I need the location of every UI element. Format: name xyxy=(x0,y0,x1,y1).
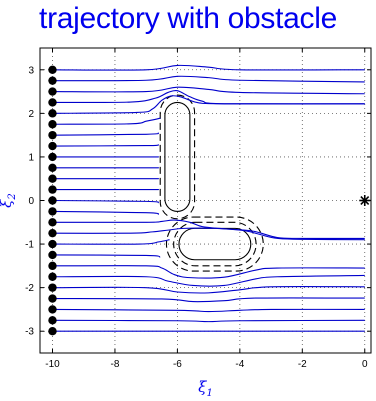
trajectory-line xyxy=(52,89,365,105)
y-tick-label: 3 xyxy=(28,65,34,76)
y-tick-label: -2 xyxy=(25,283,34,294)
start-point-marker xyxy=(48,76,57,85)
y-tick-label: 0 xyxy=(28,196,34,207)
trajectory-line xyxy=(52,254,161,258)
start-point-marker xyxy=(48,185,57,194)
x-tick-label: -10 xyxy=(45,359,60,370)
x-tick-label: -6 xyxy=(173,359,182,370)
start-point-marker xyxy=(48,250,57,260)
start-point-marker xyxy=(48,120,57,129)
start-point-marker xyxy=(48,239,57,249)
target-asterisk-stroke xyxy=(360,196,370,205)
start-point-marker xyxy=(48,207,57,216)
y-axis-label: ξ2 xyxy=(0,193,18,208)
start-point-marker xyxy=(48,272,57,281)
start-point-marker xyxy=(48,152,57,162)
y-tick-label: 1 xyxy=(28,152,34,163)
start-point-marker xyxy=(48,283,57,292)
trajectory-line xyxy=(52,117,161,125)
x-tick-label: -8 xyxy=(110,359,119,370)
x-tick-label: 0 xyxy=(362,359,368,370)
obstacle-boundary xyxy=(164,101,191,212)
start-point-marker xyxy=(48,130,57,140)
obstacles xyxy=(159,94,264,272)
y-tick-label: -3 xyxy=(25,327,34,338)
obstacle-boundary xyxy=(159,94,196,220)
y-tick-label: 2 xyxy=(28,109,34,120)
trajectory-line xyxy=(52,64,365,71)
trajectory-line xyxy=(52,239,170,245)
trajectory-line xyxy=(52,285,365,294)
x-tick-label: -2 xyxy=(298,359,307,370)
trajectory-line xyxy=(52,199,160,204)
y-axis-label-symbol: ξ xyxy=(0,199,15,208)
obstacle-boundary xyxy=(165,216,264,272)
trajectory-line xyxy=(52,227,365,241)
trajectory-line xyxy=(52,95,365,114)
y-tick-label: -1 xyxy=(25,240,34,251)
trajectory-line xyxy=(52,144,160,147)
start-point-marker xyxy=(48,228,57,238)
start-point-marker xyxy=(48,196,57,205)
start-point-marker xyxy=(48,174,57,183)
trajectory-line xyxy=(52,86,365,95)
start-point-marker xyxy=(48,261,57,271)
start-point-marker xyxy=(48,218,57,227)
start-markers xyxy=(48,65,371,336)
target-point-marker xyxy=(359,195,371,206)
start-point-marker xyxy=(48,109,57,118)
start-point-marker xyxy=(48,327,57,336)
trajectory-line xyxy=(52,319,365,323)
start-point-marker xyxy=(48,305,57,314)
trajectory-line xyxy=(52,297,365,303)
trajectory-line xyxy=(52,265,365,279)
trajectory-line xyxy=(52,132,160,136)
chart-title: trajectory with obstacle xyxy=(39,2,337,35)
obstacle-boundary xyxy=(173,221,257,267)
start-point-marker xyxy=(48,141,57,151)
start-point-marker xyxy=(48,65,57,74)
trajectory-line xyxy=(52,274,365,287)
trajectory-line xyxy=(52,219,365,240)
start-point-marker xyxy=(48,98,57,107)
trajectory-line xyxy=(52,75,365,83)
trajectory-lines xyxy=(52,64,365,332)
y-axis-label-sub: 2 xyxy=(7,193,18,200)
start-point-marker xyxy=(48,316,57,325)
x-axis-label-sub: 1 xyxy=(206,388,212,399)
start-point-marker xyxy=(48,294,57,303)
x-axis-label: ξ1 xyxy=(198,378,213,399)
trajectory-line xyxy=(52,308,365,313)
x-axis-label-symbol: ξ xyxy=(198,378,207,396)
start-point-marker xyxy=(48,163,57,173)
trajectory-line xyxy=(52,210,160,215)
x-tick-label: -4 xyxy=(235,359,244,370)
start-point-marker xyxy=(48,87,57,96)
